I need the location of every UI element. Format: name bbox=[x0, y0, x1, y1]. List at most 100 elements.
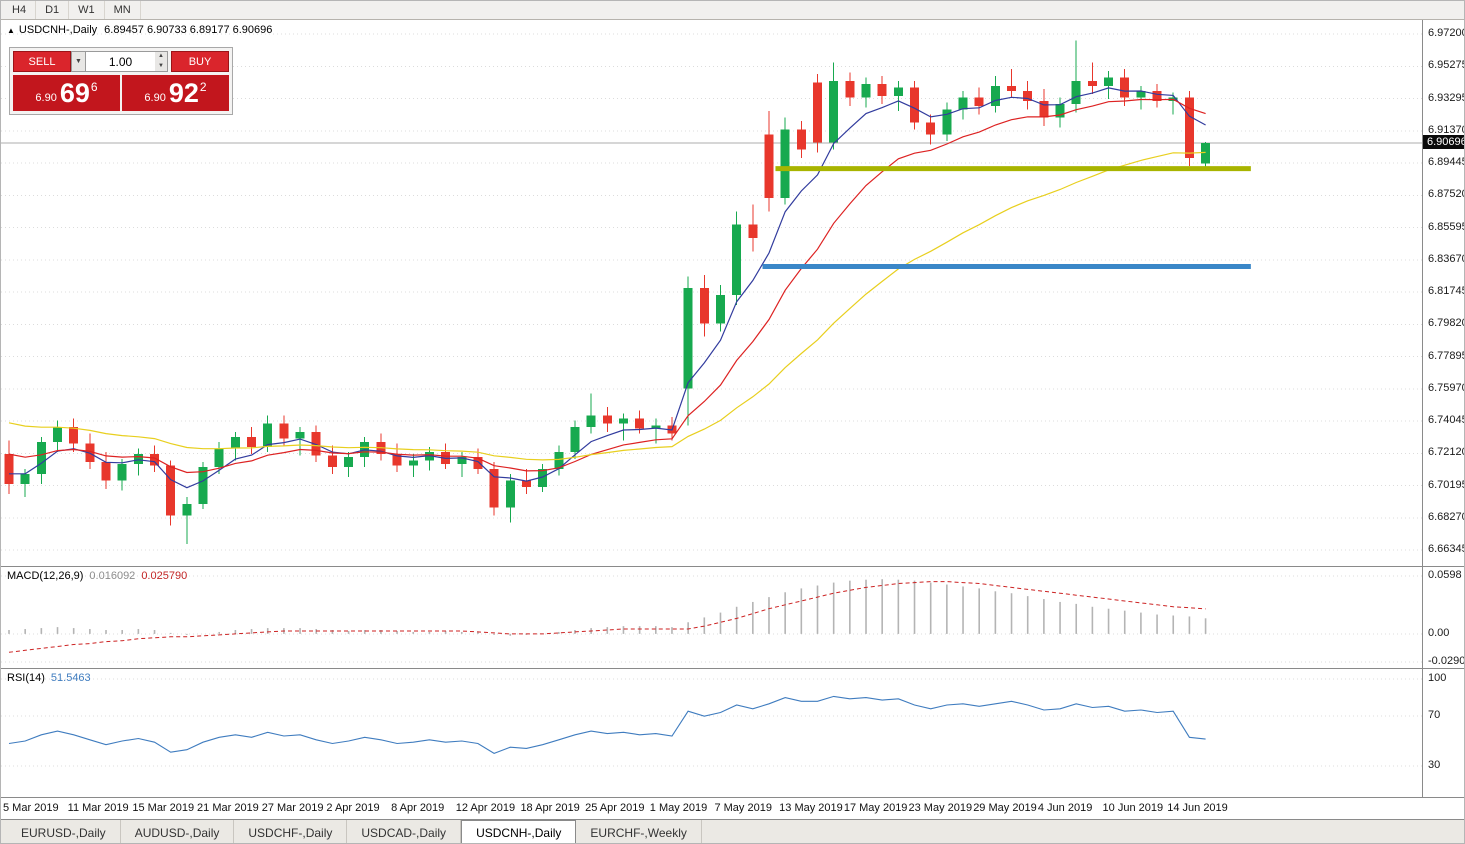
macd-tick: -0.029049 bbox=[1428, 655, 1465, 667]
rsi-canvas[interactable] bbox=[1, 669, 1422, 798]
ask-prefix: 6.90 bbox=[144, 92, 166, 104]
volume-input[interactable] bbox=[85, 51, 155, 72]
candle-body bbox=[796, 129, 806, 150]
rsi-scale[interactable]: 100 70 30 bbox=[1422, 669, 1464, 797]
main-chart-canvas[interactable] bbox=[1, 20, 1422, 567]
candle-body bbox=[1039, 100, 1049, 118]
macd-name: MACD(12,26,9) bbox=[7, 570, 84, 582]
candle-body bbox=[958, 97, 968, 110]
chart-tab-eurusddaily[interactable]: EURUSD-,Daily bbox=[7, 820, 121, 843]
spin-up-icon[interactable]: ▲ bbox=[158, 53, 164, 59]
candle-body bbox=[1184, 97, 1194, 158]
chart-tab-usdcnhdaily[interactable]: USDCNH-,Daily bbox=[461, 820, 577, 843]
macd-histogram bbox=[8, 579, 1207, 636]
buy-button[interactable]: BUY bbox=[171, 51, 229, 72]
rsi-tick: 30 bbox=[1428, 758, 1441, 771]
candle-body bbox=[1007, 85, 1017, 91]
price-scale[interactable]: 6.90696 6.97200 6.95275 6.93295 6.91370 6.89… bbox=[1422, 20, 1465, 566]
date-label: 1 May 2019 bbox=[649, 802, 708, 814]
date-label: 15 Mar 2019 bbox=[132, 802, 195, 814]
candle-body bbox=[845, 80, 855, 98]
volume-stepper[interactable]: ▲ ▼ bbox=[155, 51, 168, 72]
candle-body bbox=[4, 453, 14, 484]
candle-body bbox=[489, 468, 499, 508]
bid-prefix: 6.90 bbox=[35, 92, 57, 104]
candle-body bbox=[133, 453, 143, 464]
candle-body bbox=[53, 426, 63, 443]
rsi-value: 51.5463 bbox=[50, 672, 91, 684]
candle-body bbox=[748, 224, 758, 239]
bid-quote-button[interactable]: 6.90 69 6 bbox=[13, 75, 120, 111]
macd-tick: 0.00 bbox=[1428, 626, 1450, 639]
candle-body bbox=[1120, 77, 1130, 98]
candle-body bbox=[732, 224, 742, 295]
chart-tab-eurchfweekly[interactable]: EURCHF-,Weekly bbox=[576, 820, 702, 843]
candle-body bbox=[117, 463, 127, 481]
candle-body bbox=[683, 288, 693, 389]
spin-down-icon[interactable]: ▼ bbox=[158, 62, 164, 69]
candle-body bbox=[570, 426, 580, 453]
price-tick: 6.91370 bbox=[1428, 123, 1465, 136]
ask-big-digits: 92 bbox=[168, 77, 199, 108]
macd-signal-value: 0.025790 bbox=[141, 570, 188, 582]
ma-line-12 bbox=[8, 98, 1206, 474]
chart-tab-usdchfdaily[interactable]: USDCHF-,Daily bbox=[234, 820, 348, 843]
candle-body bbox=[990, 85, 1000, 106]
ask-quote-button[interactable]: 6.90 92 2 bbox=[122, 75, 229, 111]
macd-label: MACD(12,26,9) 0.016092 0.025790 bbox=[7, 570, 187, 582]
ma-line-30 bbox=[8, 151, 1206, 461]
period-button-h4[interactable]: H4 bbox=[3, 1, 37, 19]
rsi-line bbox=[8, 695, 1206, 755]
candle-body bbox=[813, 82, 822, 143]
candle-body bbox=[554, 452, 564, 469]
candle-body bbox=[69, 426, 79, 444]
candle-body bbox=[861, 84, 871, 98]
collapse-icon[interactable]: ▲ bbox=[7, 26, 15, 35]
one-click-trading-panel: SELL ▼ ▲ ▼ BUY 6.90 69 6 6.90 92 2 bbox=[9, 47, 233, 115]
date-label: 11 Mar 2019 bbox=[67, 802, 129, 814]
macd-canvas[interactable] bbox=[1, 567, 1422, 669]
candle-body bbox=[20, 473, 30, 484]
price-tick: 6.70195 bbox=[1428, 478, 1465, 491]
rsi-panel: RSI(14) 51.5463 100 70 30 bbox=[1, 669, 1464, 798]
date-label: 25 Apr 2019 bbox=[585, 802, 645, 814]
date-label: 12 Apr 2019 bbox=[455, 802, 516, 814]
sell-button[interactable]: SELL bbox=[13, 51, 71, 72]
candle-body bbox=[36, 442, 46, 474]
price-tick: 6.79820 bbox=[1428, 317, 1465, 330]
chart-tab-audusddaily[interactable]: AUDUSD-,Daily bbox=[121, 820, 235, 843]
candle-body bbox=[344, 457, 354, 468]
candle-body bbox=[295, 432, 305, 439]
macd-scale[interactable]: 0.0598 0.00 -0.029049 bbox=[1422, 567, 1465, 668]
candle-body bbox=[327, 455, 337, 468]
period-button-w1[interactable]: W1 bbox=[69, 1, 105, 19]
date-label: 29 May 2019 bbox=[973, 802, 1037, 814]
chart-tab-bar: EURUSD-,Daily AUDUSD-,Daily USDCHF-,Daily U… bbox=[1, 820, 1464, 843]
price-tick: 6.85595 bbox=[1428, 220, 1465, 233]
bid-pip-digit: 6 bbox=[90, 80, 98, 94]
date-label: 8 Apr 2019 bbox=[391, 802, 445, 814]
candle-body bbox=[247, 437, 257, 448]
candle-body bbox=[473, 457, 483, 469]
candle-body bbox=[893, 87, 903, 96]
current-price-badge: 6.90696 bbox=[1423, 134, 1464, 149]
volume-dropdown-icon[interactable]: ▼ bbox=[71, 51, 85, 72]
candle-body bbox=[457, 457, 467, 464]
candle-body bbox=[715, 294, 725, 324]
price-tick: 6.97200 bbox=[1428, 27, 1465, 39]
time-axis[interactable]: 5 Mar 2019 11 Mar 2019 15 Mar 2019 21 Mar 2… bbox=[1, 798, 1464, 820]
candle-body bbox=[214, 448, 224, 468]
period-button-mn[interactable]: MN bbox=[105, 1, 141, 19]
date-label: 14 Jun 2019 bbox=[1167, 802, 1228, 814]
price-tick: 6.66345 bbox=[1428, 543, 1465, 555]
candle-body bbox=[651, 425, 661, 429]
candle-body bbox=[101, 462, 111, 481]
ask-pip-digit: 2 bbox=[199, 80, 207, 94]
date-label: 13 May 2019 bbox=[779, 802, 843, 814]
candle-body bbox=[505, 480, 515, 508]
period-button-d1[interactable]: D1 bbox=[36, 1, 70, 19]
price-tick: 6.87520 bbox=[1428, 188, 1465, 201]
chart-tab-usdcaddaily[interactable]: USDCAD-,Daily bbox=[347, 820, 462, 843]
price-gridlines bbox=[1, 33, 1422, 551]
candle-body bbox=[1071, 80, 1081, 105]
